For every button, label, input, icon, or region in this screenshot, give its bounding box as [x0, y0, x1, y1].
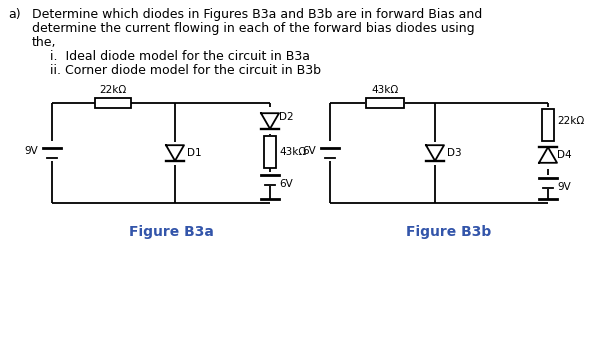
Text: ii. Corner diode model for the circuit in B3b: ii. Corner diode model for the circuit i… [50, 64, 321, 77]
Text: D4: D4 [557, 150, 571, 160]
Text: D3: D3 [447, 148, 462, 158]
Text: D1: D1 [187, 148, 202, 158]
Text: 9V: 9V [24, 146, 38, 156]
Text: D2: D2 [279, 112, 294, 122]
Bar [542, 109, 554, 141]
Text: 6V: 6V [302, 146, 316, 156]
Bar [95, 98, 131, 108]
Text: 6V: 6V [279, 179, 293, 189]
Text: i.  Ideal diode model for the circuit in B3a: i. Ideal diode model for the circuit in … [50, 50, 310, 63]
Text: the,: the, [32, 36, 56, 49]
Text: 43kΩ: 43kΩ [371, 85, 399, 95]
Text: a): a) [8, 8, 21, 21]
Text: 22kΩ: 22kΩ [557, 116, 584, 126]
Text: Determine which diodes in Figures B3a and B3b are in forward Bias and: Determine which diodes in Figures B3a an… [32, 8, 482, 21]
Bar [366, 98, 404, 108]
Text: Figure B3b: Figure B3b [407, 225, 491, 239]
Text: Figure B3a: Figure B3a [128, 225, 213, 239]
Text: determine the current flowing in each of the forward bias diodes using: determine the current flowing in each of… [32, 22, 474, 35]
Text: 9V: 9V [557, 182, 571, 192]
Bar [264, 136, 276, 168]
Text: 43kΩ: 43kΩ [279, 147, 306, 157]
Text: 22kΩ: 22kΩ [99, 85, 127, 95]
